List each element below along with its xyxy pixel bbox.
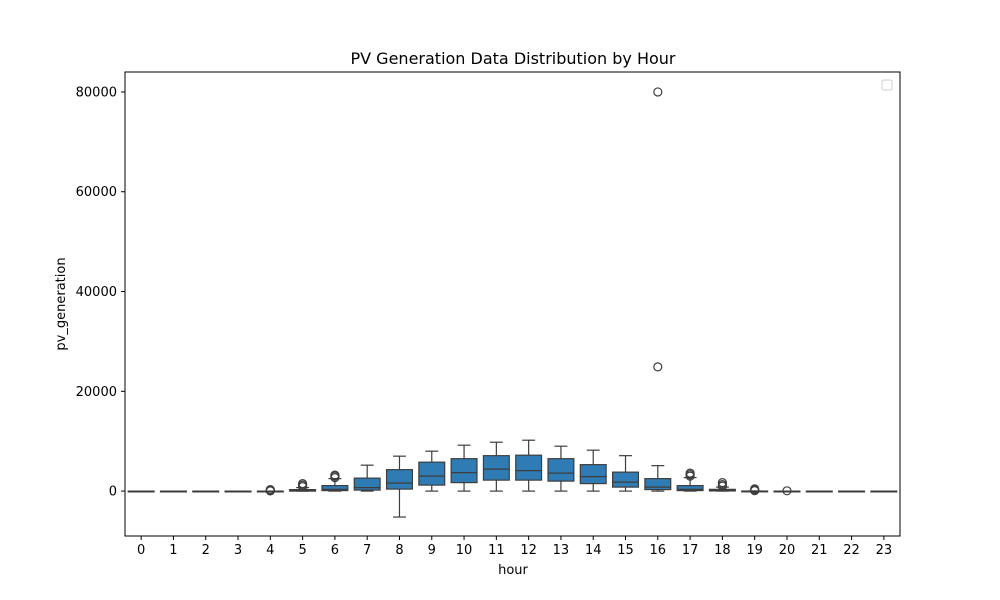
x-tick-label: 15 — [617, 543, 634, 558]
x-tick-label: 14 — [585, 543, 602, 558]
x-tick-label: 7 — [363, 543, 371, 558]
x-tick-label: 22 — [843, 543, 860, 558]
box-iqr — [612, 471, 640, 488]
x-tick-label: 0 — [137, 543, 145, 558]
outlier-point — [750, 484, 760, 494]
y-tick-label: 80000 — [76, 85, 117, 100]
y-tick-label: 20000 — [76, 385, 117, 400]
box-iqr — [385, 469, 413, 490]
outlier-point — [330, 470, 340, 480]
y-tick-label: 40000 — [76, 285, 117, 300]
box-iqr — [482, 455, 510, 481]
outlier-point — [265, 485, 275, 495]
y-tick-label: 60000 — [76, 185, 117, 200]
x-tick-label: 20 — [779, 543, 796, 558]
x-tick-label: 13 — [553, 543, 570, 558]
x-tick-label: 4 — [266, 543, 274, 558]
legend-box — [881, 79, 893, 91]
y-tick-label: 0 — [109, 485, 117, 500]
box-iqr — [676, 485, 704, 492]
x-tick-label: 2 — [202, 543, 210, 558]
x-tick-label: 23 — [876, 543, 893, 558]
x-tick-label: 3 — [234, 543, 242, 558]
outlier-point — [782, 486, 792, 496]
x-tick-label: 5 — [298, 543, 306, 558]
x-tick-label: 16 — [650, 543, 667, 558]
x-tick-label: 8 — [395, 543, 403, 558]
outlier-point — [717, 478, 727, 488]
box-iqr — [353, 477, 381, 491]
y-axis-label: pv_generation — [54, 257, 69, 350]
box-iqr — [579, 464, 607, 485]
outlier-point — [685, 468, 695, 478]
x-tick-label: 6 — [331, 543, 339, 558]
x-tick-label: 1 — [169, 543, 177, 558]
box-iqr — [644, 478, 672, 491]
axes-frame — [124, 71, 901, 537]
chart-title: PV Generation Data Distribution by Hour — [351, 49, 676, 68]
box-iqr — [450, 458, 478, 484]
x-tick-label: 9 — [428, 543, 436, 558]
box-iqr — [321, 485, 349, 492]
outlier-point — [653, 362, 663, 372]
x-tick-label: 19 — [746, 543, 763, 558]
x-tick-label: 18 — [714, 543, 731, 558]
x-tick-label: 21 — [811, 543, 828, 558]
outlier-point — [653, 87, 663, 97]
x-tick-label: 12 — [520, 543, 537, 558]
box-iqr — [418, 461, 446, 486]
box-iqr — [547, 458, 575, 482]
x-tick-label: 11 — [488, 543, 505, 558]
outlier-point — [298, 479, 308, 489]
x-axis-label: hour — [498, 563, 528, 578]
x-tick-label: 10 — [456, 543, 473, 558]
box-iqr — [515, 454, 543, 481]
x-tick-label: 17 — [682, 543, 699, 558]
